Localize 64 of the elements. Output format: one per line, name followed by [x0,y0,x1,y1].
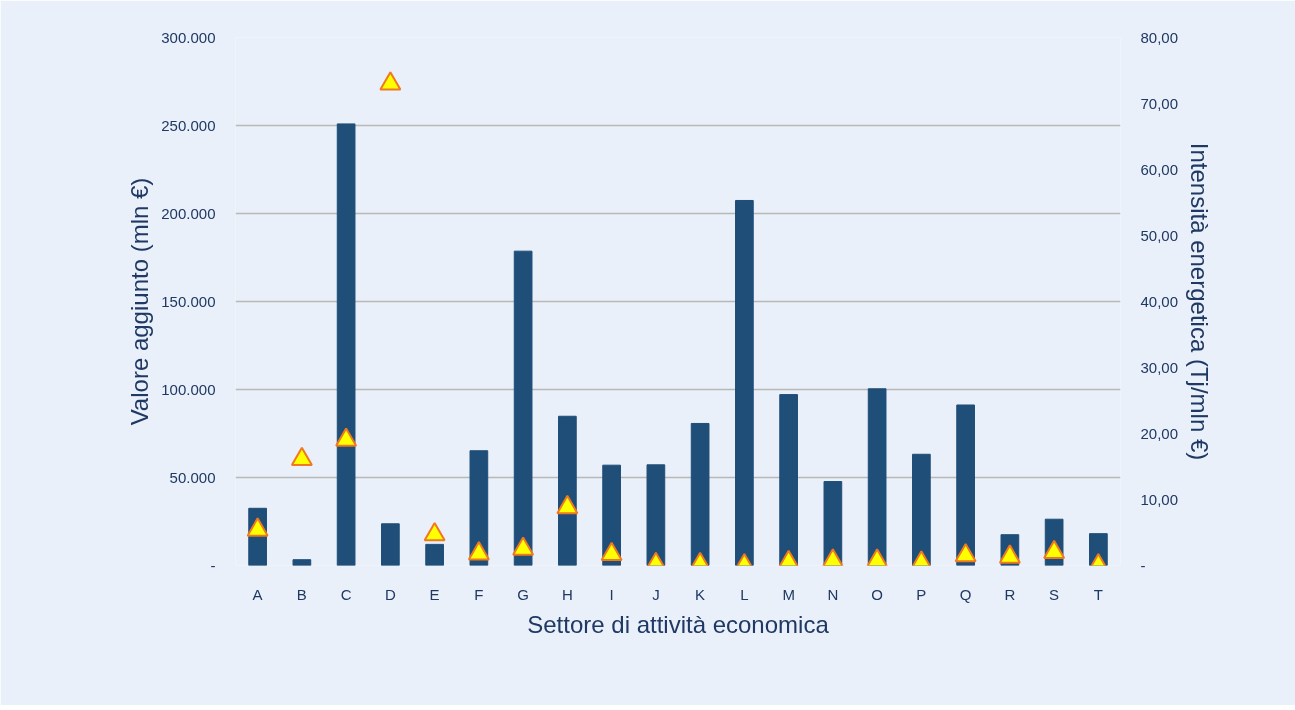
x-tick-label: O [871,585,883,603]
x-tick-label: C [340,585,352,603]
y-tick-label: 250.000 [161,116,216,134]
bar [336,123,356,566]
y-tick-label: 150.000 [161,292,216,310]
y2-tick-label: 30,00 [1140,358,1179,376]
point [556,494,579,515]
x-tick-label: E [429,585,440,603]
x-tick-label: M [782,585,795,603]
bar [646,464,666,566]
y-tick-label: 300.000 [161,28,216,46]
x-tick-label: H [561,585,573,603]
point [246,517,269,537]
y2-tick-label: 70,00 [1140,94,1179,112]
x-tick-label: J [652,585,660,603]
x-tick-label: L [740,585,749,603]
point [998,544,1021,564]
point [290,446,313,467]
y2-tick-label: 50,00 [1140,226,1179,244]
point [954,543,977,563]
bar [735,199,754,566]
y-tick-label: 100.000 [161,380,216,398]
bar [292,559,312,566]
y2-tick-label: - [1140,556,1146,574]
point [600,541,623,562]
y2-tick-label: 40,00 [1140,292,1179,310]
x-tick-label: N [827,585,839,603]
bar [558,415,577,566]
x-tick-label: I [609,585,614,603]
point [512,536,535,556]
bar [513,250,533,566]
y2-tick-label: 80,00 [1140,28,1179,46]
y2-axis-title: Intensità energetica (Tj/mln €) [1186,142,1214,461]
x-tick-label: R [1004,585,1016,603]
x-tick-label: P [916,585,927,603]
bar [779,394,798,566]
point [335,427,358,447]
bar [381,523,400,566]
y2-tick-label: 20,00 [1140,424,1179,442]
x-tick-label: T [1093,585,1103,603]
x-tick-label: Q [959,585,972,603]
bar [956,404,975,566]
bar [690,422,710,566]
x-tick-label: G [517,585,529,603]
x-tick-label: F [474,585,484,603]
point [379,71,402,91]
bar [912,453,931,566]
y-tick-label: - [210,556,216,574]
x-tick-label: D [384,585,396,603]
y2-tick-label: 10,00 [1140,490,1179,508]
bar [867,388,887,566]
point [467,541,490,561]
y2-tick-label: 60,00 [1140,160,1179,178]
x-tick-label: S [1049,585,1060,603]
y-tick-label: 50.000 [169,468,216,486]
y-tick-label: 200.000 [161,204,216,222]
y-axis-title: Valore aggiunto (mln €) [126,177,154,426]
point [423,521,446,542]
x-tick-label: K [695,585,706,603]
x-tick-label: B [296,585,307,603]
x-tick-label: A [252,585,263,603]
x-axis-title: Settore di attività economica [527,610,830,638]
bar [425,543,444,566]
point [1043,539,1066,560]
